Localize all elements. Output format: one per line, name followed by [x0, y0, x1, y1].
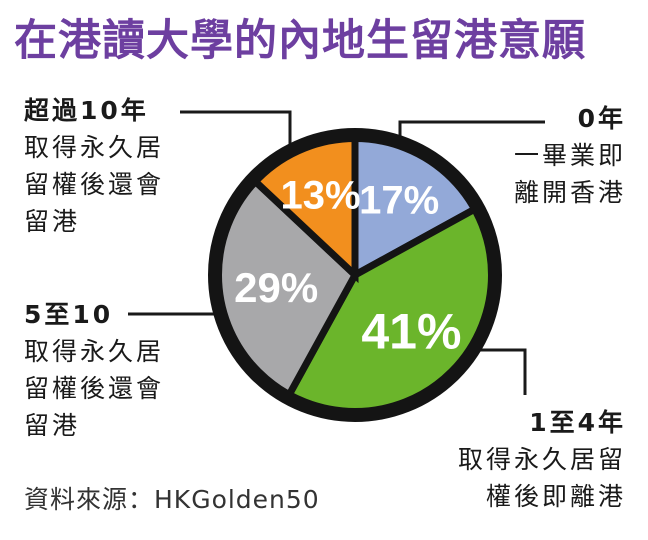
annotation-0-line1: 一畢業即: [513, 141, 626, 170]
slice-label-s10p: 13%: [280, 173, 360, 217]
annotation-10plus-head: 超過10年: [24, 96, 149, 125]
annotation-0-line2: 離開香港: [513, 178, 626, 207]
annotation-10plus: 超過10年 取得永久居 留權後還會 留港: [24, 92, 164, 240]
annotation-5to10-line2: 留權後還會: [24, 374, 165, 403]
annotation-0: 0年 一畢業即 離開香港: [514, 100, 626, 211]
annotation-1to4-head: 1至4年: [529, 408, 626, 437]
annotation-10plus-line1: 取得永久居: [24, 133, 165, 162]
annotation-10plus-line3: 留港: [24, 207, 81, 236]
annotation-1to4-line1: 取得永久居留: [457, 445, 626, 474]
source-note: 資料來源：HKGolden50: [24, 485, 320, 514]
annotation-1to4-line2: 權後即離港: [485, 482, 626, 511]
annotation-5to10-line1: 取得永久居: [24, 337, 165, 366]
leader-line-1to4: [460, 348, 527, 395]
leader-line-10plus: [180, 110, 292, 150]
chart-title: 在港讀大學的內地生留港意願: [14, 16, 586, 66]
annotation-5to10: 5至10 取得永久居 留權後還會 留港: [24, 296, 164, 444]
annotation-1to4: 1至4年 取得永久居留 權後即離港: [458, 404, 626, 515]
annotation-5to10-head: 5至10: [24, 300, 114, 329]
slice-label-s14: 41%: [361, 303, 461, 359]
pie-outer-ring: [208, 128, 502, 422]
annotation-0-head: 0年: [577, 104, 626, 133]
annotation-10plus-line2: 留權後還會: [24, 170, 165, 199]
annotation-5to10-line3: 留港: [24, 411, 81, 440]
slice-label-s0: 17%: [359, 178, 439, 222]
slice-label-s510: 29%: [234, 264, 318, 311]
